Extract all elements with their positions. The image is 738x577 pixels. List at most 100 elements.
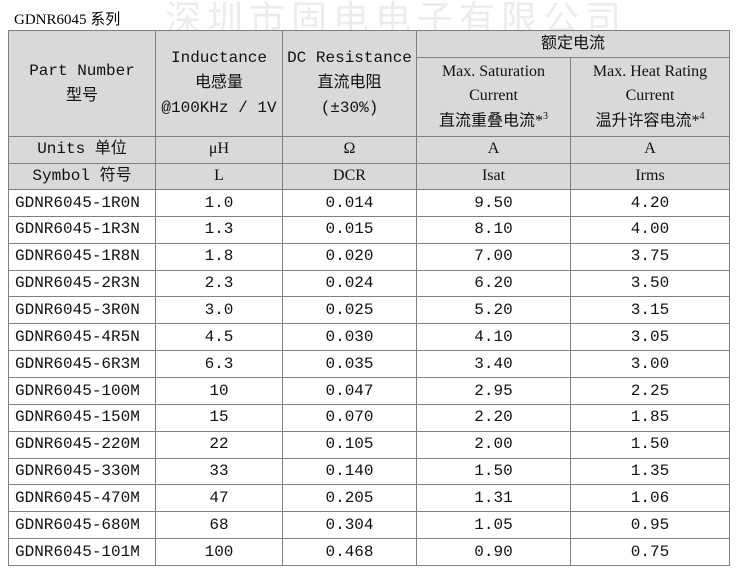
cell: 2.3 [155,269,283,298]
cell: 100 [155,538,283,567]
group-header: 额定电流 [415,30,731,58]
cell: Symbol 符号 [8,162,156,190]
cell: 9.50 [416,189,571,217]
data-row: GDNR6045-1R8N 1.8 0.020 7.00 3.75 [8,242,731,271]
cell: 68 [155,511,283,540]
cell: 3.0 [155,296,283,325]
cell: 0.070 [282,403,417,432]
cell: GDNR6045-2R3N [8,269,156,298]
cell: 10 [155,377,283,405]
header-line: Max. Saturation [441,62,546,80]
cell: 6.3 [155,350,283,379]
cell: GDNR6045-330M [8,457,156,486]
header-line: 温升许容电流*4 [595,111,705,130]
header-line: @100KHz / 1V [161,98,277,117]
cell: 0.025 [282,296,417,325]
header-cell: Part Number 型号 [8,30,156,137]
cell: GDNR6045-220M [8,430,156,459]
cell: 0.014 [282,189,417,217]
cell: 1.06 [569,484,731,513]
cell: 8.10 [416,215,571,244]
cell: 6.20 [416,269,571,298]
data-row: GDNR6045-330M 33 0.140 1.50 1.35 [8,457,731,486]
title: GDNR6045 系列 [14,12,121,28]
cell: GDNR6045-680M [8,511,156,540]
data-row: GDNR6045-470M 47 0.205 1.31 1.06 [8,484,731,513]
data-row: GDNR6045-1R3N 1.3 0.015 8.10 4.00 [8,215,731,244]
data-row: GDNR6045-4R5N 4.5 0.030 4.10 3.05 [8,323,731,352]
data-row: GDNR6045-150M 15 0.070 2.20 1.85 [8,403,731,432]
cell: 33 [155,457,283,486]
cell: A [569,136,731,164]
cell: 2.95 [416,377,571,405]
symbols-row: Symbol 符号 L DCR Isat Irms [8,162,731,190]
cell: GDNR6045-4R5N [8,323,156,352]
header-line: 直流电阻 [317,74,382,93]
cell: 4.10 [416,323,571,352]
cell: 3.50 [569,269,731,298]
cell: 0.468 [282,538,417,567]
cell: L [155,162,283,190]
cell: 1.3 [155,215,283,244]
cell: 2.00 [416,430,571,459]
cell: GDNR6045-1R8N [8,242,156,271]
data-row: GDNR6045-1R0N 1.0 0.014 9.50 4.20 [8,189,731,217]
header-line: Current [625,87,675,105]
data-row: GDNR6045-6R3M 6.3 0.035 3.40 3.00 [8,350,731,379]
cell: 0.75 [569,538,731,567]
cell: Units 单位 [8,136,156,164]
data-row: GDNR6045-100M 10 0.047 2.95 2.25 [8,377,731,405]
cell: GDNR6045-470M [8,484,156,513]
cell: 0.105 [282,430,417,459]
cell: 0.015 [282,215,417,244]
cell: 3.40 [416,350,571,379]
cell: 0.020 [282,242,417,271]
cell: 1.8 [155,242,283,271]
header-line: Max. Heat Rating [592,62,708,80]
cell: 1.0 [155,189,283,217]
cell: 4.00 [569,215,731,244]
cell: 0.140 [282,457,417,486]
data-row: GDNR6045-680M 68 0.304 1.05 0.95 [8,511,731,540]
header-row: Part Number 型号 Inductance 电感量 @100KHz / 1V DC… [8,30,731,137]
cell: 0.035 [282,350,417,379]
cell: 7.00 [416,242,571,271]
header-line: Inductance [170,49,267,68]
cell: 0.304 [282,511,417,540]
units-row: Units 单位 μH Ω A A [8,136,731,164]
cell: 0.90 [416,538,571,567]
cell: A [416,136,571,164]
header-line: Current [469,87,518,105]
cell: Ω [282,136,417,164]
cell: 2.20 [416,403,571,432]
cell: 1.35 [569,457,731,486]
header-line: Part Number [29,61,135,80]
cell: 1.85 [569,403,731,432]
data-row: GDNR6045-3R0N 3.0 0.025 5.20 3.15 [8,296,731,325]
data-row: GDNR6045-2R3N 2.3 0.024 6.20 3.50 [8,269,731,298]
cell: GDNR6045-101M [8,538,156,567]
cell: 5.20 [416,296,571,325]
cell: GDNR6045-1R0N [8,189,156,217]
header-line: (±30%) [320,98,379,117]
data-row: GDNR6045-101M 100 0.468 0.90 0.75 [8,538,731,567]
cell: GDNR6045-100M [8,377,156,405]
cell: 15 [155,403,283,432]
header-cell: Inductance 电感量 @100KHz / 1V [155,30,283,137]
cell: 1.50 [569,430,731,459]
cell: 47 [155,484,283,513]
footnote-mark: 3 [543,111,548,123]
cell: 1.50 [416,457,571,486]
header-line: 型号 [65,86,98,105]
header-line: DC Resistance [287,49,412,68]
cell: 3.75 [569,242,731,271]
header-line: 电感量 [194,74,243,93]
cell: 4.5 [155,323,283,352]
cell: DCR [282,162,417,190]
cell: 0.030 [282,323,417,352]
cell: GDNR6045-150M [8,403,156,432]
cell: 4.20 [569,189,731,217]
cell: GDNR6045-6R3M [8,350,156,379]
cell: 3.05 [569,323,731,352]
